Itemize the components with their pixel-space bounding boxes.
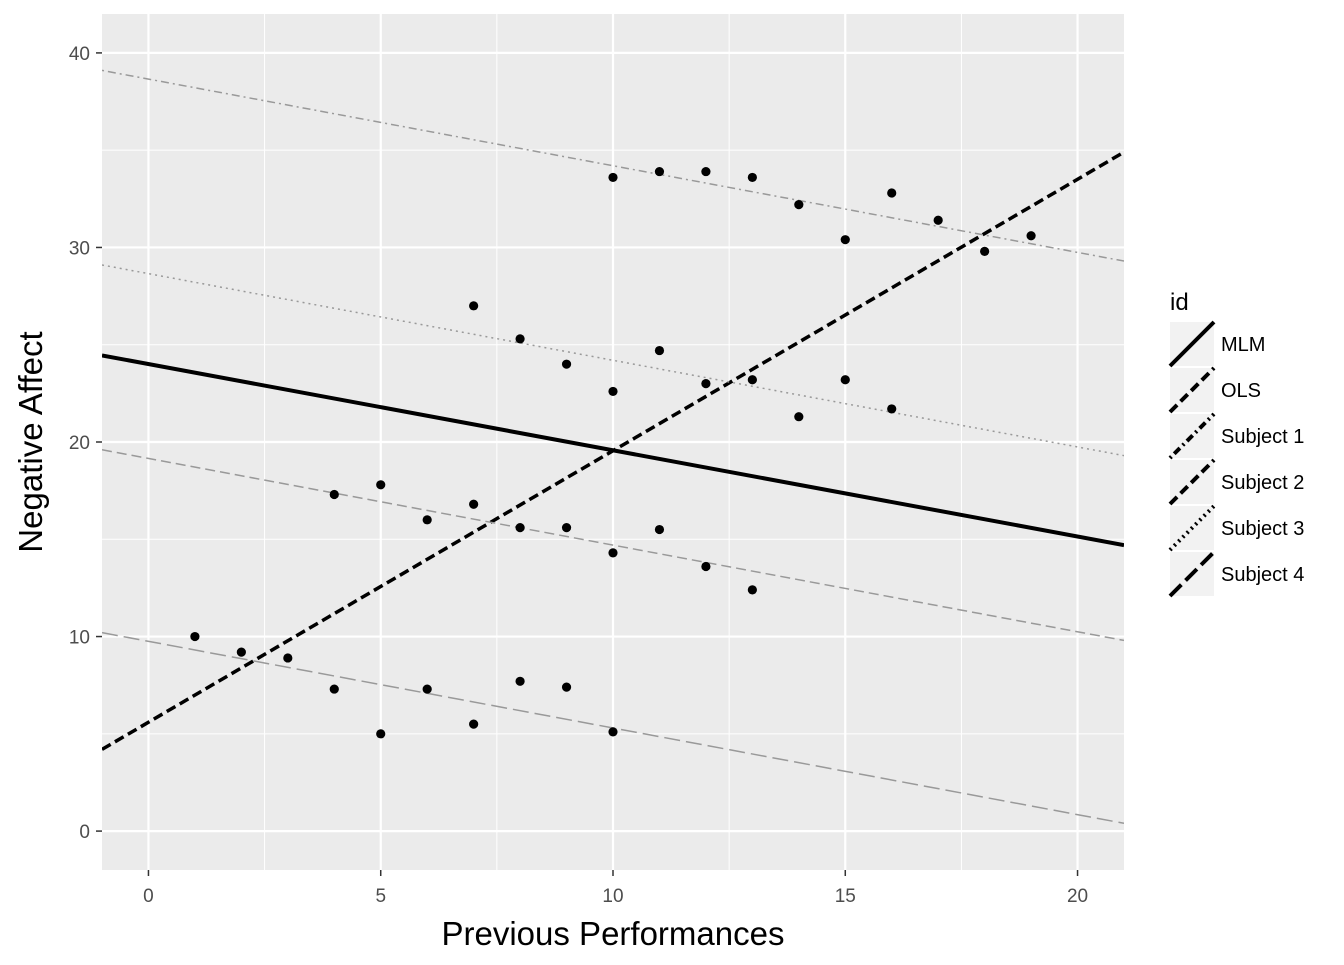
legend-label-subject-2: Subject 2 bbox=[1221, 472, 1304, 494]
data-point bbox=[794, 412, 804, 422]
legend-items: MLM OLS Subject 1 Subject 2 Subject 3 Subject… bbox=[1168, 320, 1304, 598]
data-point bbox=[329, 684, 339, 694]
x-tick-label: 20 bbox=[1067, 886, 1088, 907]
y-tick-label: 40 bbox=[69, 44, 90, 65]
tick-layer: 0 5 10 15 20 0 10 20 30 40 bbox=[69, 44, 1088, 907]
x-tick-label: 5 bbox=[375, 886, 386, 907]
data-point bbox=[840, 375, 850, 385]
legend-label-mlm: MLM bbox=[1221, 334, 1265, 356]
data-point bbox=[376, 480, 386, 490]
data-point bbox=[515, 523, 525, 533]
data-point bbox=[933, 215, 943, 225]
data-point bbox=[887, 188, 897, 198]
legend-key-line-subject-4 bbox=[1168, 550, 1216, 598]
data-point bbox=[747, 375, 757, 385]
data-point bbox=[747, 172, 757, 183]
legend-key-line-mlm bbox=[1168, 320, 1216, 368]
data-point bbox=[515, 676, 525, 686]
y-tick-label: 30 bbox=[69, 238, 90, 259]
y-tick-label: 0 bbox=[79, 822, 90, 843]
series-line-subject-1 bbox=[102, 69, 1124, 262]
legend-label-subject-4: Subject 4 bbox=[1221, 564, 1304, 586]
data-point bbox=[422, 515, 432, 525]
x-tick-label: 10 bbox=[602, 886, 623, 907]
x-tick-label: 15 bbox=[835, 886, 856, 907]
data-point bbox=[654, 166, 665, 177]
data-point bbox=[840, 235, 850, 245]
legend-key-line-subject-3 bbox=[1168, 504, 1216, 552]
data-point bbox=[561, 523, 572, 533]
data-point bbox=[608, 548, 618, 558]
data-point bbox=[701, 379, 711, 389]
point-layer bbox=[190, 166, 1036, 739]
y-axis-title: Negative Affect bbox=[12, 331, 49, 552]
data-point bbox=[469, 499, 479, 509]
data-point bbox=[561, 682, 572, 692]
series-line-subject-2 bbox=[102, 449, 1124, 642]
legend-key-line-ols bbox=[1168, 366, 1216, 414]
data-point bbox=[422, 684, 432, 694]
data-point bbox=[701, 166, 711, 177]
data-point bbox=[654, 524, 665, 535]
data-point bbox=[794, 200, 804, 210]
series-line-ols bbox=[102, 150, 1124, 751]
legend-label-ols: OLS bbox=[1221, 380, 1261, 402]
y-tick-label: 20 bbox=[69, 433, 90, 454]
data-point bbox=[608, 727, 618, 737]
data-point bbox=[515, 334, 525, 344]
legend-label-subject-1: Subject 1 bbox=[1221, 426, 1304, 448]
data-point bbox=[283, 653, 293, 663]
data-point bbox=[701, 561, 711, 572]
legend: id MLM OLS Subject 1 Subject 2 Subject 3 Subj… bbox=[1168, 289, 1304, 598]
data-point bbox=[329, 489, 339, 500]
legend-key-line-subject-1 bbox=[1168, 412, 1216, 460]
data-point bbox=[654, 345, 665, 356]
data-point bbox=[608, 386, 618, 397]
data-point bbox=[561, 359, 572, 369]
data-point bbox=[747, 585, 757, 595]
data-point bbox=[608, 172, 618, 183]
data-point bbox=[469, 719, 479, 729]
data-point bbox=[887, 404, 897, 414]
data-point bbox=[376, 729, 386, 739]
data-point bbox=[469, 301, 479, 311]
data-point bbox=[1026, 231, 1036, 241]
legend-title: id bbox=[1170, 289, 1189, 316]
data-point bbox=[236, 647, 246, 657]
x-tick-label: 0 bbox=[143, 886, 154, 907]
data-point bbox=[980, 246, 990, 256]
data-point bbox=[190, 631, 200, 642]
legend-label-subject-3: Subject 3 bbox=[1221, 518, 1304, 540]
y-tick-label: 10 bbox=[69, 628, 90, 649]
x-axis-title: Previous Performances bbox=[442, 915, 785, 952]
legend-key-line-subject-2 bbox=[1168, 458, 1216, 506]
